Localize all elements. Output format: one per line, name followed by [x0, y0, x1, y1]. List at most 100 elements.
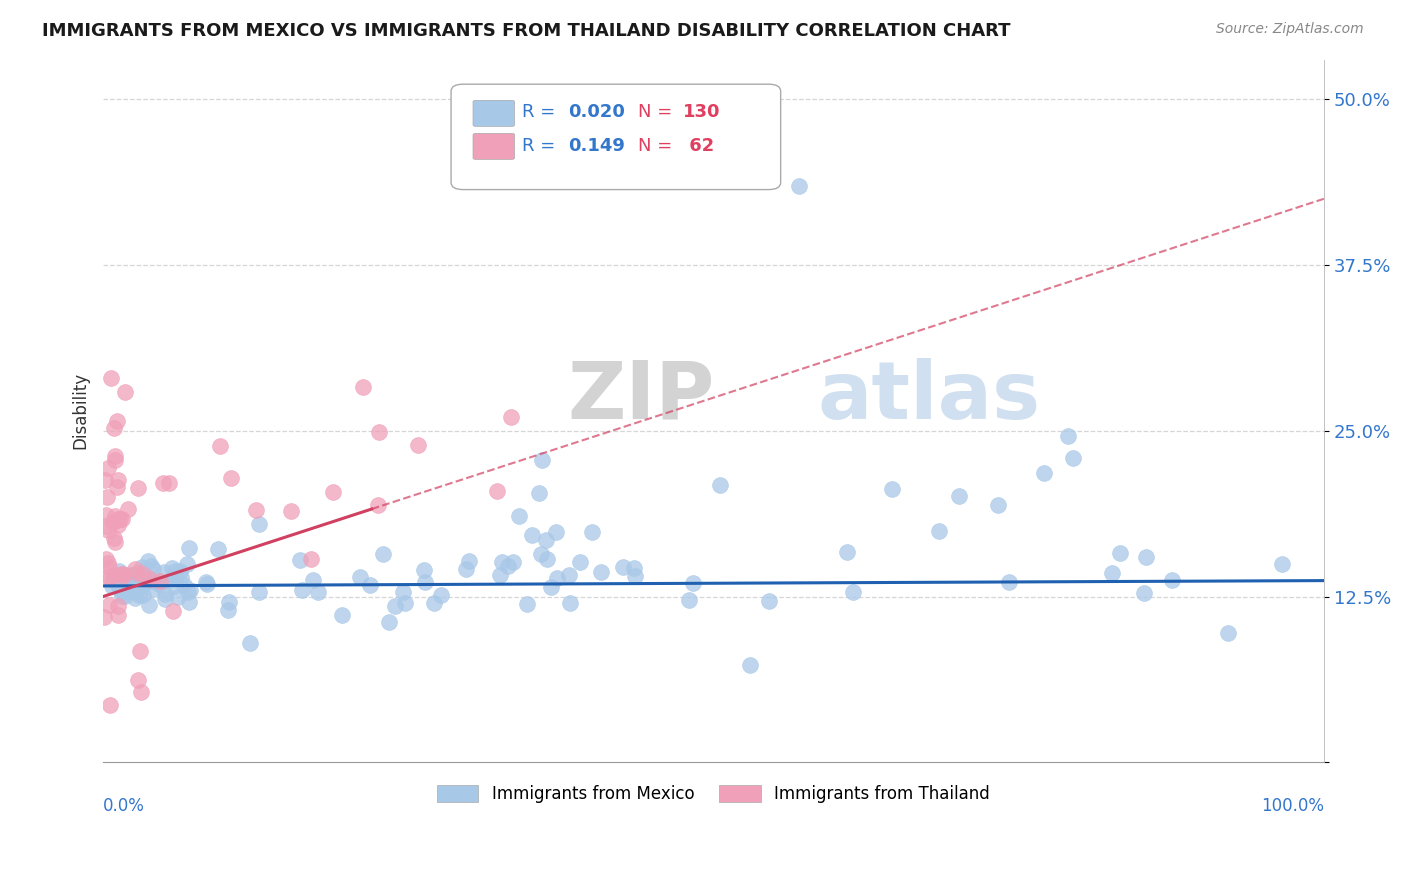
Immigrants from Mexico	[114, 589, 136, 603]
Immigrants from Mexico	[131, 588, 153, 602]
Immigrants from Mexico	[142, 562, 165, 576]
Text: Source: ZipAtlas.com: Source: ZipAtlas.com	[1216, 22, 1364, 37]
Immigrants from Mexico	[153, 592, 176, 607]
Immigrants from Thailand	[125, 566, 148, 581]
Immigrants from Mexico	[391, 585, 413, 599]
Immigrants from Thailand	[132, 566, 155, 581]
Immigrants from Mexico	[758, 594, 780, 608]
Immigrants from Thailand	[101, 516, 124, 530]
Immigrants from Thailand	[128, 644, 150, 658]
Immigrants from Mexico	[787, 178, 810, 193]
Text: 0.149: 0.149	[568, 137, 626, 155]
Immigrants from Mexico	[179, 582, 201, 597]
Immigrants from Mexico	[527, 486, 550, 500]
Immigrants from Thailand	[97, 460, 120, 475]
Immigrants from Mexico	[162, 571, 184, 585]
Immigrants from Mexico	[454, 562, 477, 576]
Immigrants from Mexico	[167, 590, 190, 604]
Immigrants from Mexico	[194, 575, 217, 590]
Immigrants from Mexico	[835, 545, 858, 559]
Immigrants from Mexico	[120, 575, 142, 590]
Immigrants from Thailand	[245, 503, 267, 517]
Immigrants from Mexico	[558, 568, 581, 582]
Text: 100.0%: 100.0%	[1261, 797, 1324, 815]
Immigrants from Mexico	[124, 584, 146, 599]
Immigrants from Thailand	[299, 552, 322, 566]
Immigrants from Mexico	[558, 596, 581, 610]
Immigrants from Mexico	[195, 577, 218, 591]
Immigrants from Mexico	[1135, 549, 1157, 564]
Immigrants from Mexico	[247, 516, 270, 531]
Immigrants from Mexico	[1101, 566, 1123, 580]
Immigrants from Thailand	[96, 491, 118, 505]
Immigrants from Mexico	[107, 578, 129, 592]
Immigrants from Thailand	[104, 508, 127, 523]
Text: ZIP: ZIP	[567, 358, 714, 436]
Immigrants from Mexico	[496, 559, 519, 574]
Immigrants from Mexico	[146, 576, 169, 591]
Text: 130: 130	[683, 103, 720, 121]
Immigrants from Mexico	[176, 585, 198, 599]
Immigrants from Mexico	[170, 569, 193, 583]
Immigrants from Mexico	[134, 576, 156, 591]
Immigrants from Mexico	[121, 567, 143, 582]
Immigrants from Mexico	[841, 585, 863, 599]
Immigrants from Mexico	[173, 578, 195, 592]
Immigrants from Thailand	[112, 569, 135, 583]
Immigrants from Mexico	[121, 580, 143, 594]
Immigrants from Thailand	[105, 480, 128, 494]
Immigrants from Mexico	[121, 576, 143, 591]
Immigrants from Mexico	[349, 570, 371, 584]
Immigrants from Mexico	[516, 597, 538, 611]
Text: 62: 62	[683, 137, 714, 155]
Immigrants from Thailand	[110, 566, 132, 581]
Immigrants from Mexico	[359, 578, 381, 592]
Immigrants from Mexico	[111, 574, 134, 589]
Immigrants from Thailand	[105, 513, 128, 527]
FancyBboxPatch shape	[472, 134, 515, 160]
Text: 0.020: 0.020	[568, 103, 626, 121]
Immigrants from Mexico	[457, 554, 479, 568]
Immigrants from Mexico	[290, 552, 312, 566]
Immigrants from Mexico	[489, 568, 512, 582]
Immigrants from Thailand	[107, 512, 129, 526]
Immigrants from Mexico	[110, 583, 132, 598]
Immigrants from Mexico	[1271, 557, 1294, 571]
Immigrants from Mexico	[612, 559, 634, 574]
Immigrants from Mexico	[163, 564, 186, 578]
Text: N =: N =	[638, 103, 678, 121]
Immigrants from Thailand	[103, 531, 125, 545]
Immigrants from Mexico	[880, 483, 903, 497]
Immigrants from Thailand	[103, 568, 125, 582]
Immigrants from Mexico	[682, 575, 704, 590]
Immigrants from Mexico	[177, 541, 200, 555]
Immigrants from Thailand	[96, 508, 118, 522]
Immigrants from Thailand	[219, 471, 242, 485]
Immigrants from Thailand	[104, 453, 127, 467]
Immigrants from Mexico	[291, 583, 314, 598]
Immigrants from Mexico	[142, 582, 165, 597]
Immigrants from Mexico	[128, 577, 150, 591]
FancyBboxPatch shape	[451, 84, 780, 190]
Immigrants from Thailand	[98, 560, 121, 574]
Immigrants from Thailand	[367, 425, 389, 440]
Immigrants from Thailand	[110, 512, 132, 526]
Immigrants from Mexico	[1033, 467, 1056, 481]
Immigrants from Mexico	[508, 508, 530, 523]
Immigrants from Mexico	[163, 579, 186, 593]
Immigrants from Mexico	[1216, 626, 1239, 640]
Immigrants from Thailand	[157, 475, 180, 490]
Immigrants from Thailand	[485, 484, 508, 499]
Immigrants from Thailand	[352, 380, 374, 394]
Immigrants from Mexico	[413, 575, 436, 590]
Immigrants from Thailand	[104, 535, 127, 549]
Immigrants from Thailand	[94, 473, 117, 487]
Immigrants from Mexico	[536, 552, 558, 566]
Immigrants from Mexico	[540, 580, 562, 594]
Immigrants from Thailand	[149, 574, 172, 588]
Immigrants from Thailand	[100, 371, 122, 385]
Immigrants from Mexico	[530, 453, 553, 467]
Immigrants from Mexico	[384, 599, 406, 613]
Immigrants from Mexico	[112, 584, 135, 599]
Immigrants from Thailand	[98, 599, 121, 613]
